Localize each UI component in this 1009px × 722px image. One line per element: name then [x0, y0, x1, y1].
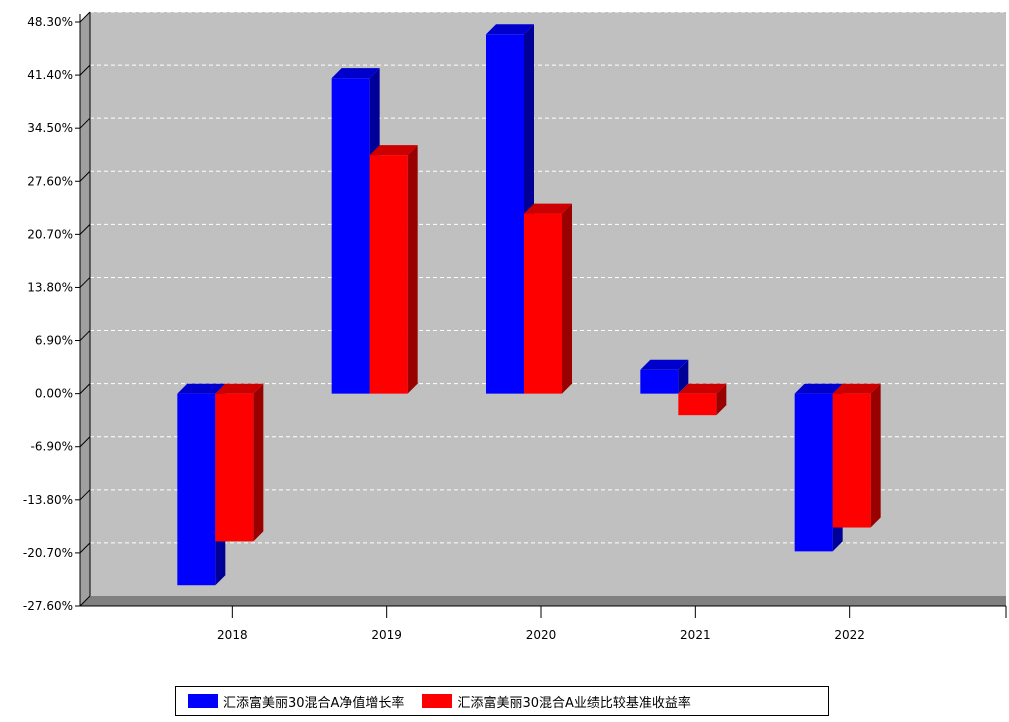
bar-benchmark-2020-side [562, 203, 572, 394]
bar-nav-growth-2020-top [486, 24, 534, 35]
y-tick-diagonal [79, 170, 91, 182]
plot-floor [80, 596, 1006, 606]
legend-swatch-blue [188, 694, 218, 708]
legend-label-benchmark: 汇添富美丽30混合A业绩比较基准收益率 [457, 695, 691, 711]
y-tick-label: 41.40% [27, 68, 73, 82]
x-tick-label: 2018 [217, 628, 248, 642]
bar-benchmark-2018-side [253, 383, 264, 542]
chart-legend: 汇添富美丽30混合A净值增长率 汇添富美丽30混合A业绩比较基准收益率 [175, 686, 829, 716]
y-tick-diagonal [79, 224, 91, 235]
y-tick-label: 13.80% [27, 280, 73, 294]
bar-benchmark-2019 [369, 155, 408, 394]
x-tick-label: 2022 [834, 628, 865, 642]
y-tick-diagonal [79, 489, 91, 501]
bar-benchmark-2020 [524, 213, 562, 394]
x-tick-label: 2019 [371, 628, 402, 642]
bar-nav-growth-2019-top [331, 68, 380, 79]
y-tick-diagonal [79, 542, 91, 554]
x-tick-label: 2020 [526, 628, 557, 642]
y-tick-diagonal [79, 117, 91, 129]
y-tick-diagonal [79, 595, 91, 607]
bar-nav-growth-2020 [486, 34, 524, 394]
bar-nav-growth-2018-top [177, 383, 226, 394]
y-tick-diagonal [79, 277, 91, 288]
bar-nav-growth-2021 [640, 369, 679, 394]
legend-swatch-red [422, 694, 453, 708]
y-tick-diagonal [79, 436, 91, 448]
y-tick-diagonal [79, 330, 91, 341]
legend-item-benchmark: 汇添富美丽30混合A业绩比较基准收益率 [422, 692, 691, 711]
bar-nav-growth-2021-top [640, 359, 689, 370]
bar-nav-growth-2022 [794, 393, 833, 552]
legend-label-nav-growth: 汇添富美丽30混合A净值增长率 [223, 695, 405, 711]
bar-benchmark-2019-side [407, 145, 418, 394]
y-tick-diagonal [79, 64, 91, 76]
bar-nav-growth-2022-top [794, 383, 843, 394]
legend-item-nav-growth: 汇添富美丽30混合A净值增长率 [188, 692, 404, 711]
bar-benchmark-2021-top [678, 383, 727, 394]
bar-benchmark-2019-top [369, 145, 418, 156]
y-tick-label: 34.50% [27, 121, 73, 135]
bar-benchmark-2021 [678, 393, 717, 416]
bar-benchmark-2022 [832, 393, 871, 528]
y-tick-label: 6.90% [35, 334, 73, 348]
y-tick-label: -13.80% [23, 493, 73, 507]
y-tick-label: 0.00% [35, 387, 73, 401]
bar-nav-growth-2018 [177, 393, 216, 586]
y-tick-label: 20.70% [27, 227, 73, 241]
y-tick-label: -20.70% [23, 546, 73, 560]
bar-nav-growth-2021-side [678, 359, 689, 394]
y-tick-label: -6.90% [31, 440, 73, 454]
y-tick-label: 27.60% [27, 174, 73, 188]
bar-benchmark-2022-side [870, 383, 881, 528]
y-tick-label: -27.60% [23, 599, 73, 613]
bar-benchmark-2022-top [832, 383, 881, 394]
bar-benchmark-2018 [215, 393, 254, 542]
y-tick-label: 48.30% [27, 15, 73, 29]
bar-nav-growth-2019 [331, 78, 370, 394]
y-tick-diagonal [79, 11, 91, 23]
plot-left-wall [80, 12, 90, 606]
y-tick-diagonal [79, 383, 91, 394]
bar-benchmark-2018-top [215, 383, 264, 394]
bar-benchmark-2021-side [716, 383, 727, 416]
x-tick-label: 2021 [680, 628, 711, 642]
bar-benchmark-2020-top [524, 203, 572, 214]
